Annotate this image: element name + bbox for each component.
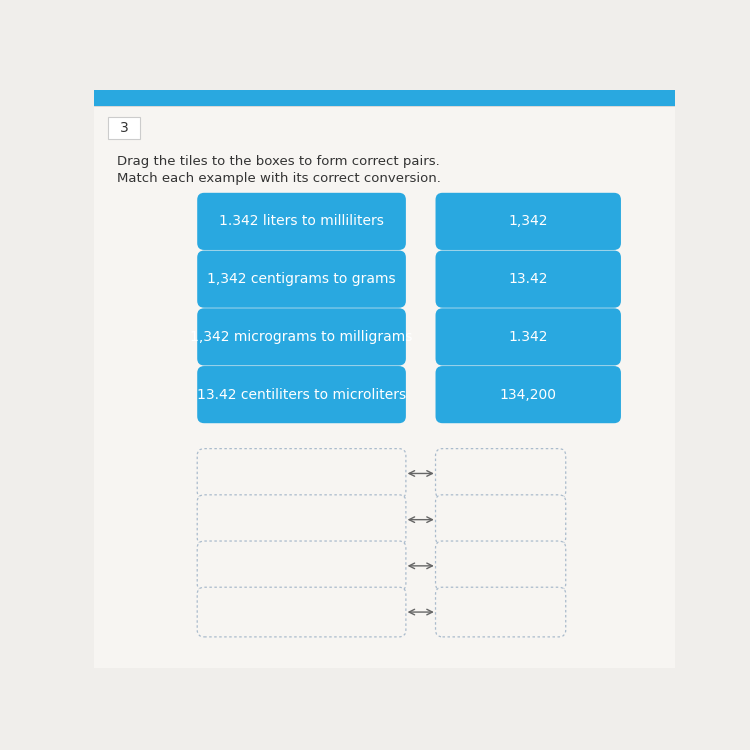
FancyBboxPatch shape <box>436 308 621 365</box>
Text: 1.342: 1.342 <box>509 330 548 344</box>
Text: 1,342: 1,342 <box>509 214 548 229</box>
FancyBboxPatch shape <box>197 448 406 498</box>
FancyBboxPatch shape <box>197 366 406 423</box>
FancyBboxPatch shape <box>94 90 675 106</box>
FancyBboxPatch shape <box>436 541 566 591</box>
FancyBboxPatch shape <box>436 366 621 423</box>
Text: 13.42: 13.42 <box>509 272 548 286</box>
Text: 1,342 micrograms to milligrams: 1,342 micrograms to milligrams <box>190 330 412 344</box>
FancyBboxPatch shape <box>197 587 406 637</box>
Text: 3: 3 <box>119 121 128 135</box>
FancyBboxPatch shape <box>436 495 566 544</box>
FancyBboxPatch shape <box>197 495 406 544</box>
Text: Match each example with its correct conversion.: Match each example with its correct conv… <box>117 172 441 185</box>
Text: Drag the tiles to the boxes to form correct pairs.: Drag the tiles to the boxes to form corr… <box>117 155 439 168</box>
Text: 1.342 liters to milliliters: 1.342 liters to milliliters <box>219 214 384 229</box>
FancyBboxPatch shape <box>197 541 406 591</box>
FancyBboxPatch shape <box>197 251 406 308</box>
FancyBboxPatch shape <box>436 448 566 498</box>
FancyBboxPatch shape <box>436 193 621 250</box>
Text: 13.42 centiliters to microliters: 13.42 centiliters to microliters <box>197 388 406 402</box>
FancyBboxPatch shape <box>197 193 406 250</box>
Text: 1,342 centigrams to grams: 1,342 centigrams to grams <box>207 272 396 286</box>
FancyBboxPatch shape <box>436 587 566 637</box>
FancyBboxPatch shape <box>436 251 621 308</box>
FancyBboxPatch shape <box>197 308 406 365</box>
Text: 134,200: 134,200 <box>500 388 556 402</box>
FancyBboxPatch shape <box>94 106 675 668</box>
FancyBboxPatch shape <box>108 117 140 139</box>
